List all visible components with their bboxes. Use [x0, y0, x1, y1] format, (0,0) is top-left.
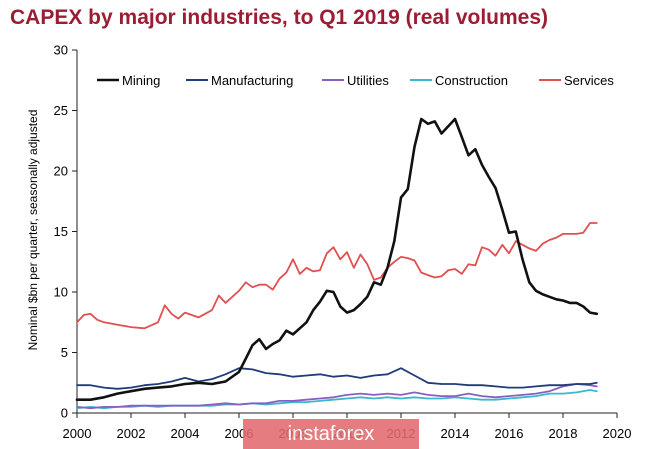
legend: Mining Manufacturing Utilities Construction…	[97, 73, 614, 88]
y-axis-label: Nominal $bn per quarter, seasonally adju…	[26, 110, 40, 351]
series-line-manufacturing	[77, 368, 597, 389]
x-tick-label: 2016	[495, 426, 524, 441]
y-tick-label: 25	[54, 103, 68, 118]
line-chart: 0510152025302000200220042006200820102012…	[0, 0, 665, 449]
series-lines	[77, 119, 597, 408]
legend-label-utilities: Utilities	[347, 73, 389, 88]
legend-label-construction: Construction	[435, 73, 508, 88]
x-tick-label: 2020	[603, 426, 632, 441]
x-tick-label: 2014	[441, 426, 470, 441]
y-tick-label: 15	[54, 224, 68, 239]
y-tick-label: 20	[54, 164, 68, 179]
y-tick-label: 30	[54, 43, 68, 58]
series-line-mining	[77, 119, 597, 400]
legend-label-manufacturing: Manufacturing	[211, 73, 293, 88]
x-tick-label: 2018	[549, 426, 578, 441]
x-tick-label: 2004	[171, 426, 200, 441]
legend-label-mining: Mining	[122, 73, 160, 88]
legend-label-services: Services	[564, 73, 614, 88]
y-tick-label: 5	[61, 345, 68, 360]
x-tick-label: 2002	[117, 426, 146, 441]
y-tick-label: 0	[61, 406, 68, 421]
y-tick-label: 10	[54, 285, 68, 300]
watermark-logo: instaforex	[243, 419, 419, 449]
x-tick-label: 2000	[63, 426, 92, 441]
